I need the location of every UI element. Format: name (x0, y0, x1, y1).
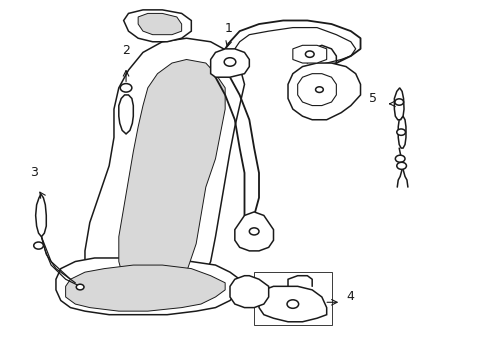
Polygon shape (123, 10, 191, 42)
Circle shape (305, 51, 313, 57)
Polygon shape (119, 95, 133, 134)
Polygon shape (138, 13, 181, 35)
Polygon shape (36, 194, 46, 237)
Polygon shape (56, 258, 239, 315)
Polygon shape (397, 116, 405, 148)
Circle shape (394, 155, 404, 162)
Text: 4: 4 (346, 291, 353, 303)
Polygon shape (65, 265, 224, 311)
Polygon shape (292, 45, 326, 63)
Circle shape (224, 58, 235, 66)
Circle shape (396, 162, 406, 169)
Circle shape (315, 87, 323, 93)
Circle shape (120, 84, 132, 92)
Polygon shape (393, 88, 403, 120)
Polygon shape (210, 49, 249, 77)
Polygon shape (85, 38, 244, 311)
Text: 2: 2 (122, 44, 130, 57)
Circle shape (396, 129, 405, 135)
Circle shape (394, 99, 403, 105)
Circle shape (286, 300, 298, 308)
Polygon shape (287, 63, 360, 120)
Circle shape (34, 242, 43, 249)
Circle shape (249, 228, 259, 235)
Polygon shape (297, 74, 336, 105)
Text: 3: 3 (30, 166, 38, 179)
Polygon shape (234, 212, 273, 251)
Text: 5: 5 (369, 92, 377, 105)
Polygon shape (259, 286, 326, 322)
Text: 1: 1 (224, 22, 232, 35)
Polygon shape (229, 276, 268, 307)
Circle shape (76, 284, 84, 290)
Polygon shape (119, 59, 224, 297)
